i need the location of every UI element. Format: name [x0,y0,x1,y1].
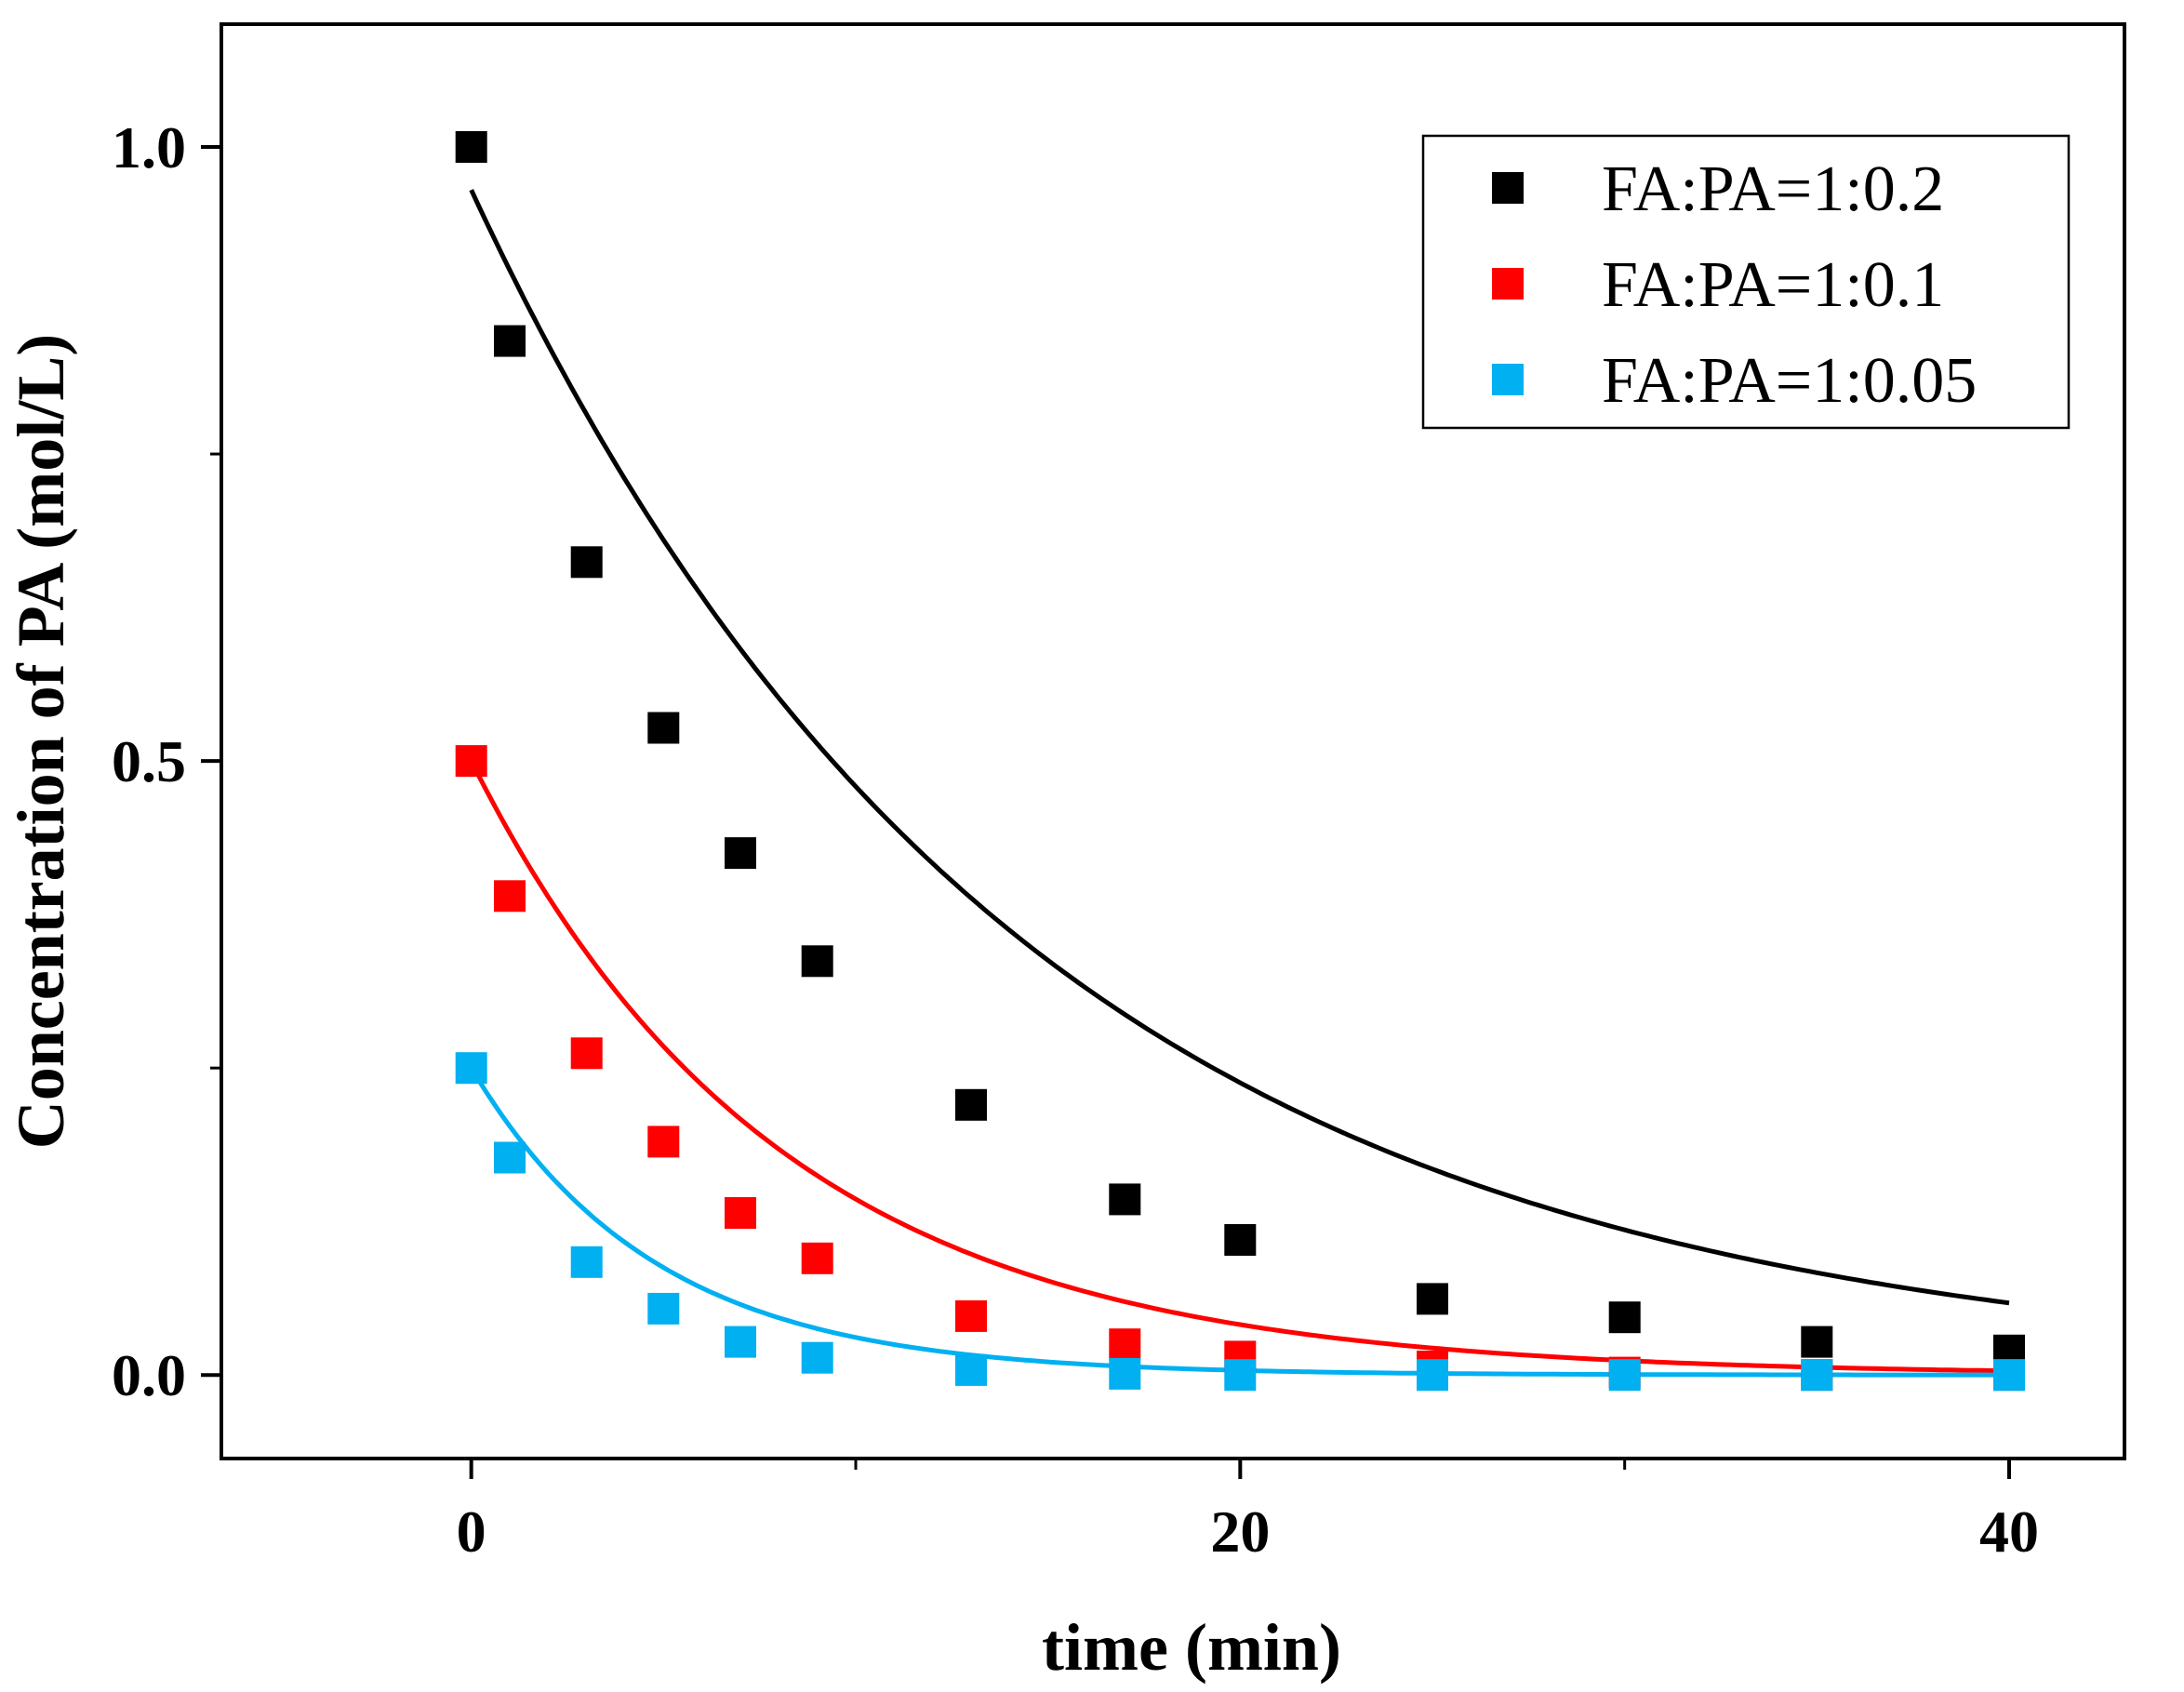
data-point-series-2 [494,880,526,913]
legend-items: FA:PA=1:0.2 FA:PA=1:0.1 FA:PA=1:0.05 [1492,153,1977,417]
data-point-series-3 [725,1326,756,1358]
data-point-series-3 [801,1341,833,1374]
y-tick-label: 0.0 [112,1342,186,1408]
data-point-series-1 [1224,1224,1257,1256]
data-point-series-1 [455,131,487,163]
data-point-series-3 [494,1141,526,1174]
data-point-series-3 [570,1246,603,1278]
data-point-series-2 [647,1126,680,1158]
data-point-series-3 [1993,1359,2025,1392]
legend-label-series-3: FA:PA=1:0.05 [1602,345,1977,417]
y-axis-title: Concentration of PA (mol/L) [4,334,78,1150]
data-point-series-2 [1109,1328,1141,1361]
data-point-series-1 [1801,1326,1833,1358]
data-point-series-3 [1801,1359,1833,1392]
data-point-series-1 [801,945,833,978]
data-point-series-1 [725,837,756,870]
legend-box [1421,134,2071,430]
data-point-series-2 [801,1242,833,1274]
y-tick-label: 1.0 [112,114,186,180]
data-point-series-1 [647,712,680,744]
x-tick-label: 0 [457,1499,486,1565]
legend: FA:PA=1:0.2 FA:PA=1:0.1 FA:PA=1:0.05 [1421,134,2071,430]
data-point-series-2 [955,1299,987,1332]
legend-label-series-2: FA:PA=1:0.1 [1602,249,1944,321]
data-point-series-1 [955,1088,987,1121]
data-point-series-2 [570,1037,603,1070]
axis-tick-labels: 0 20 40 0.0 0.5 1.0 [112,114,2039,1565]
fit-curve-2 [469,759,2010,1374]
data-point-series-1 [1417,1283,1448,1315]
data-point-series-2 [725,1197,756,1229]
data-point-series-3 [455,1052,487,1085]
legend-marker-series-1 [1492,172,1524,204]
legend-marker-series-2 [1492,268,1524,300]
data-point-series-2 [455,745,487,778]
data-point-series-1 [494,325,526,357]
axis-ticks [201,145,2011,1479]
data-point-series-3 [1224,1359,1257,1392]
data-markers [455,131,2025,1392]
x-axis-title: time (min) [1042,1610,1341,1685]
plot-frame [220,22,2126,1460]
y-tick-label: 0.5 [112,728,186,794]
data-point-series-3 [1109,1357,1141,1390]
legend-label-series-1: FA:PA=1:0.2 [1602,153,1944,225]
data-point-series-3 [647,1292,680,1325]
data-point-series-1 [570,546,603,579]
x-tick-label: 20 [1210,1499,1270,1565]
data-point-series-3 [1417,1359,1448,1392]
data-point-series-3 [1608,1359,1641,1392]
data-point-series-3 [955,1353,987,1386]
x-tick-label: 40 [1979,1499,2039,1565]
legend-marker-series-3 [1492,364,1524,395]
fit-curve-1 [469,189,2010,1306]
data-point-series-1 [1109,1183,1141,1216]
data-point-series-1 [1608,1301,1641,1334]
